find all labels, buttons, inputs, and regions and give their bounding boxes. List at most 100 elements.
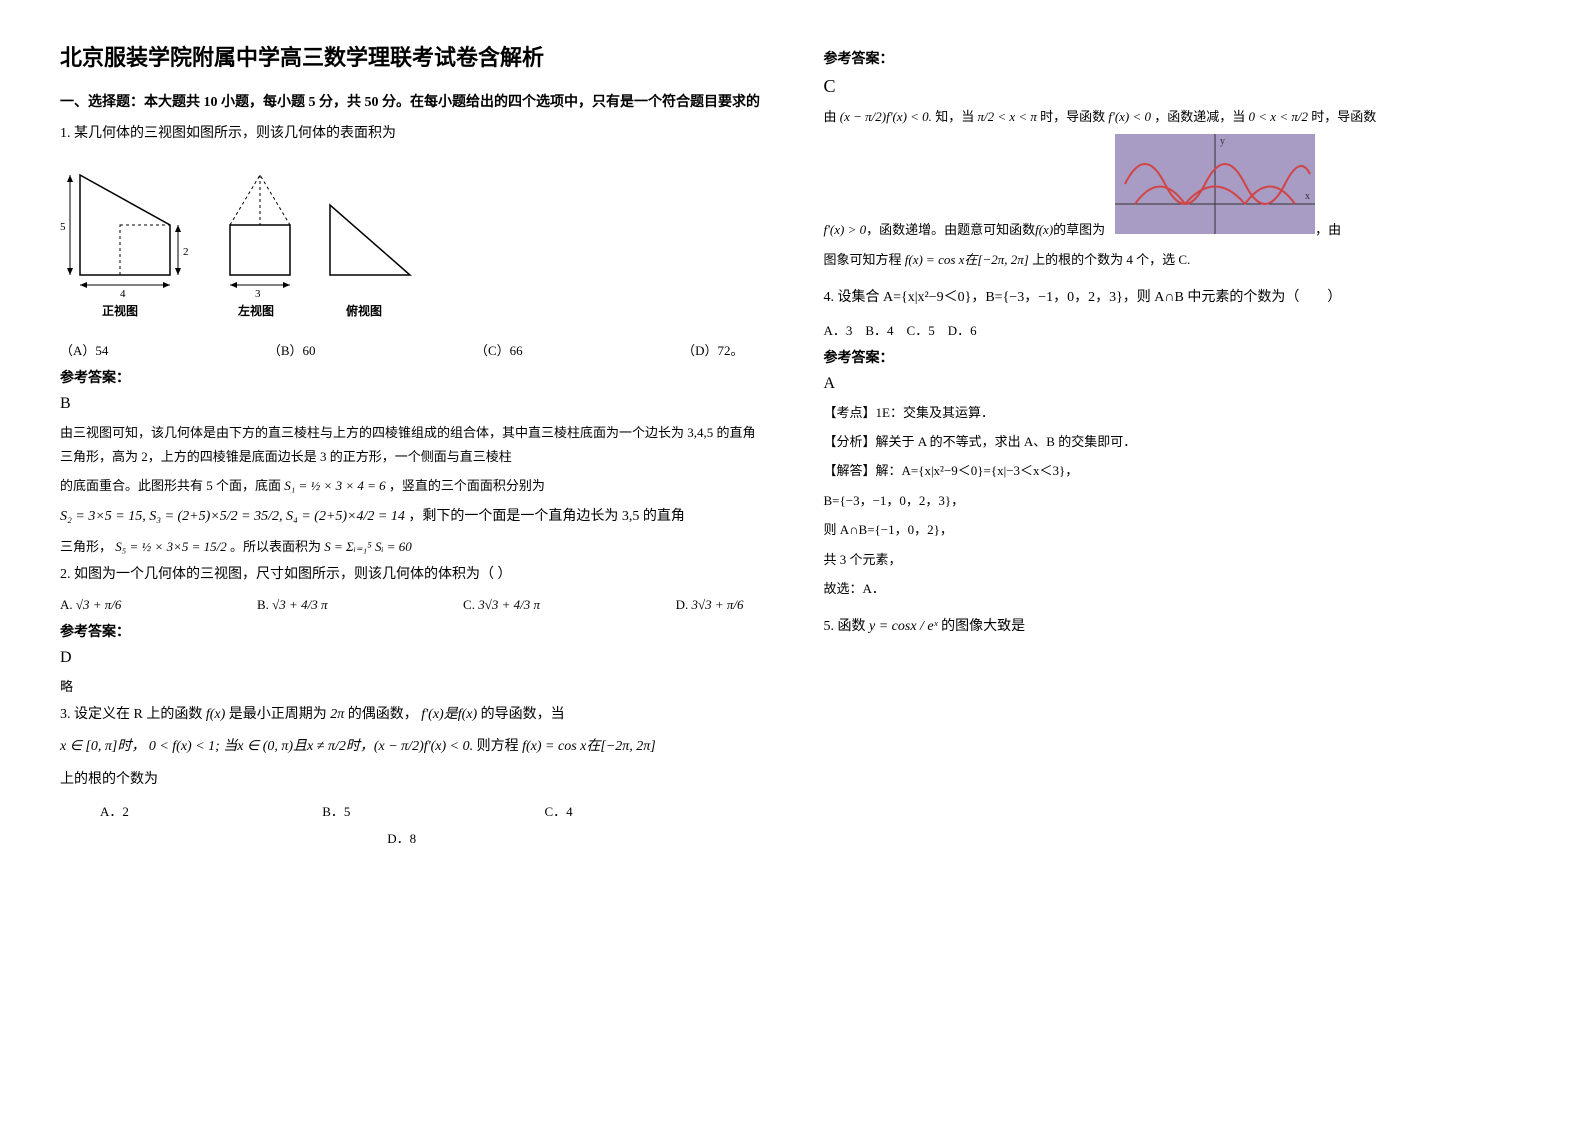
q3-f1: f(x) [206,707,225,722]
q1-answer-label: 参考答案： [60,367,764,387]
q3-e2f1: f'(x) > 0 [824,218,867,241]
q3-ep2: 知，当 [935,109,974,124]
q4-exp4: B={−3，−1，0，2，3}， [824,489,1528,512]
view-label-front: 正视图 [102,303,138,318]
q3-l2p2: 则方程 [477,739,519,754]
q4-answer: A [824,375,1528,393]
q2-c-math: 3√3 + 4/3 π [478,597,540,612]
q1-opt-b: （B）60 [268,340,316,359]
q3-f2: 2π [330,707,344,722]
q1-formula-s234: S₂ = 3×5 = 15, S₃ = (2+5)×5/2 = 35/2, S₄… [60,509,405,524]
q5-formula: y = cosx / eˣ [869,619,938,634]
svg-text:y: y [1220,136,1225,147]
q3-ep5: 时，导函数 [1311,109,1376,124]
q2-answer: D [60,649,764,667]
q3-graph-thumbnail: x y [1115,134,1315,241]
q2-d-prefix: D. [676,597,689,612]
q3-ep3: 时，导函数 [1040,109,1105,124]
q3-answer: C [824,76,1528,97]
q3-f4: 0 < f(x) < 1; 当x ∈ (0, π)且x ≠ π/2时，(x − … [149,739,473,754]
q3-p2: 是最小正周期为 [229,707,327,722]
q2-opt-d: D. 3√3 + π/6 [676,597,744,613]
q3-e3f1: f(x) = cos x在[−2π, 2π] [905,252,1029,267]
q3-exp-line1: 由 (x − π/2)f'(x) < 0. 知，当 π/2 < x < π 时，… [824,105,1528,128]
q3-e2p1: ，函数递增。由题意可知函数 [866,218,1035,241]
q1-exp-p2-suffix: ，竖直的三个面面积分别为 [389,478,545,493]
q5-p1: 5. 函数 [824,619,866,634]
q3-exp-line2: f'(x) > 0 ，函数递增。由题意可知函数 f(x) 的草图为 x y [824,134,1528,241]
q2-opt-b: B. √3 + 4/3 π [257,597,327,613]
q2-text: 2. 如图为一个几何体的三视图，尺寸如图所示，则该几何体的体积为（ ） [60,564,764,586]
q2-b-math: √3 + 4/3 π [272,597,327,612]
q3-p4: 的导函数，当 [481,707,565,722]
q1-exp-p4-mid: 。所以表面积为 [230,539,321,554]
q3-ef2: π/2 < x < π [977,109,1036,124]
q3-e2p3: ，由 [1315,218,1341,241]
q3-ep1: 由 [824,109,837,124]
q2-d-math: 3√3 + π/6 [691,597,743,612]
right-column: 参考答案： C 由 (x − π/2)f'(x) < 0. 知，当 π/2 < … [824,40,1528,855]
q1-exp-p4-prefix: 三角形， [60,539,112,554]
q3-ef1: (x − π/2)f'(x) < 0. [840,109,932,124]
q3-opt-b: B．5 [322,801,521,820]
q2-b-prefix: B. [257,597,269,612]
q1-opt-a: （A）54 [60,340,108,359]
q3-exp-line3: 图象可知方程 f(x) = cos x在[−2π, 2π] 上的根的个数为 4 … [824,248,1528,271]
q1-formula-s1: S₁ = ½ × 3 × 4 = 6 [284,478,385,493]
q3-e2f2: f(x) [1035,218,1053,241]
dim-5: 5 [60,221,66,233]
q5-p2: 的图像大致是 [941,619,1025,634]
q3-ef4: 0 < x < π/2 [1249,109,1308,124]
q3-options-row1: A．2 B．5 C．4 [100,801,764,820]
dim-4: 4 [120,288,126,300]
q3-e2p2: 的草图为 [1053,218,1105,241]
q4-exp6: 共 3 个元素， [824,548,1528,571]
q3-e3p1: 图象可知方程 [824,252,902,267]
q1-exp-p2-prefix: 的底面重合。此图形共有 5 个面，底面 [60,478,281,493]
three-views-svg: 5 4 2 正视图 [60,155,420,325]
q2-opt-c: C. 3√3 + 4/3 π [463,597,540,613]
svg-text:x: x [1305,191,1310,202]
dim-2: 2 [183,246,189,258]
q1-exp-p2: 的底面重合。此图形共有 5 个面，底面 S₁ = ½ × 3 × 4 = 6 ，… [60,474,764,497]
q1-formula-s5: S₅ = ½ × 3×5 = 15/2 [115,539,226,554]
q5-text: 5. 函数 y = cosx / eˣ 的图像大致是 [824,616,1528,638]
q4-exp7: 故选：A． [824,577,1528,600]
q1-opt-c: （C）66 [475,340,523,359]
q1-exp-p3-suffix: ，剩下的一个面是一个直角边长为 3,5 的直角 [408,509,685,524]
q3-p3: 的偶函数， [348,707,418,722]
q4-exp2: 【分析】解关于 A 的不等式，求出 A、B 的交集即可． [824,430,1528,453]
q2-a-prefix: A. [60,597,73,612]
q3-options-row2: D．8 [60,828,764,847]
q3-opt-c: C．4 [544,801,743,820]
dim-3: 3 [255,288,261,300]
q2-explanation: 略 [60,675,764,698]
q1-text: 1. 某几何体的三视图如图所示，则该几何体的表面积为 [60,123,764,145]
view-label-top: 俯视图 [346,303,382,318]
q4-exp5: 则 A∩B={−1，0，2}， [824,518,1528,541]
q1-formula-sum: S = Σᵢ₌₁⁵ Sᵢ = 60 [324,539,412,554]
page-title: 北京服装学院附属中学高三数学理联考试卷含解析 [60,40,764,72]
q2-c-prefix: C. [463,597,475,612]
q1-opt-d: （D）72。 [682,340,743,359]
q2-options: A. √3 + π/6 B. √3 + 4/3 π C. 3√3 + 4/3 π… [60,597,764,613]
q3-answer-label: 参考答案： [824,48,1528,68]
q4-exp3: 【解答】解：A={x|x²−9＜0}={x|−3＜x＜3}， [824,459,1528,482]
q3-ef3: f'(x) < 0 [1108,109,1151,124]
q4-text: 4. 设集合 A={x|x²−9＜0}，B={−3，−1，0，2，3}，则 A∩… [824,287,1528,309]
q1-options: （A）54 （B）60 （C）66 （D）72。 [60,340,764,359]
q3-l2p1: x ∈ [0, π]时， [60,739,145,754]
q2-opt-a: A. √3 + π/6 [60,597,121,613]
left-column: 北京服装学院附属中学高三数学理联考试卷含解析 一、选择题：本大题共 10 小题，… [60,40,764,855]
q1-diagram: 5 4 2 正视图 [60,155,764,330]
section1-heading: 一、选择题：本大题共 10 小题，每小题 5 分，共 50 分。在每小题给出的四… [60,92,764,113]
q4-answer-label: 参考答案： [824,347,1528,367]
q1-formula-line2: S₂ = 3×5 = 15, S₃ = (2+5)×5/2 = 35/2, S₄… [60,504,764,529]
q3-e3p2: 上的根的个数为 4 个，选 C. [1032,252,1190,267]
q1-exp-p4: 三角形， S₅ = ½ × 3×5 = 15/2 。所以表面积为 S = Σᵢ₌… [60,535,764,558]
q3-opt-d: D．8 [387,828,416,847]
q2-answer-label: 参考答案： [60,621,764,641]
q3-f3: f'(x)是f(x) [421,707,477,722]
q4-exp1: 【考点】1E：交集及其运算． [824,401,1528,424]
q3-f5: f(x) = cos x在[−2π, 2π] [522,739,656,754]
